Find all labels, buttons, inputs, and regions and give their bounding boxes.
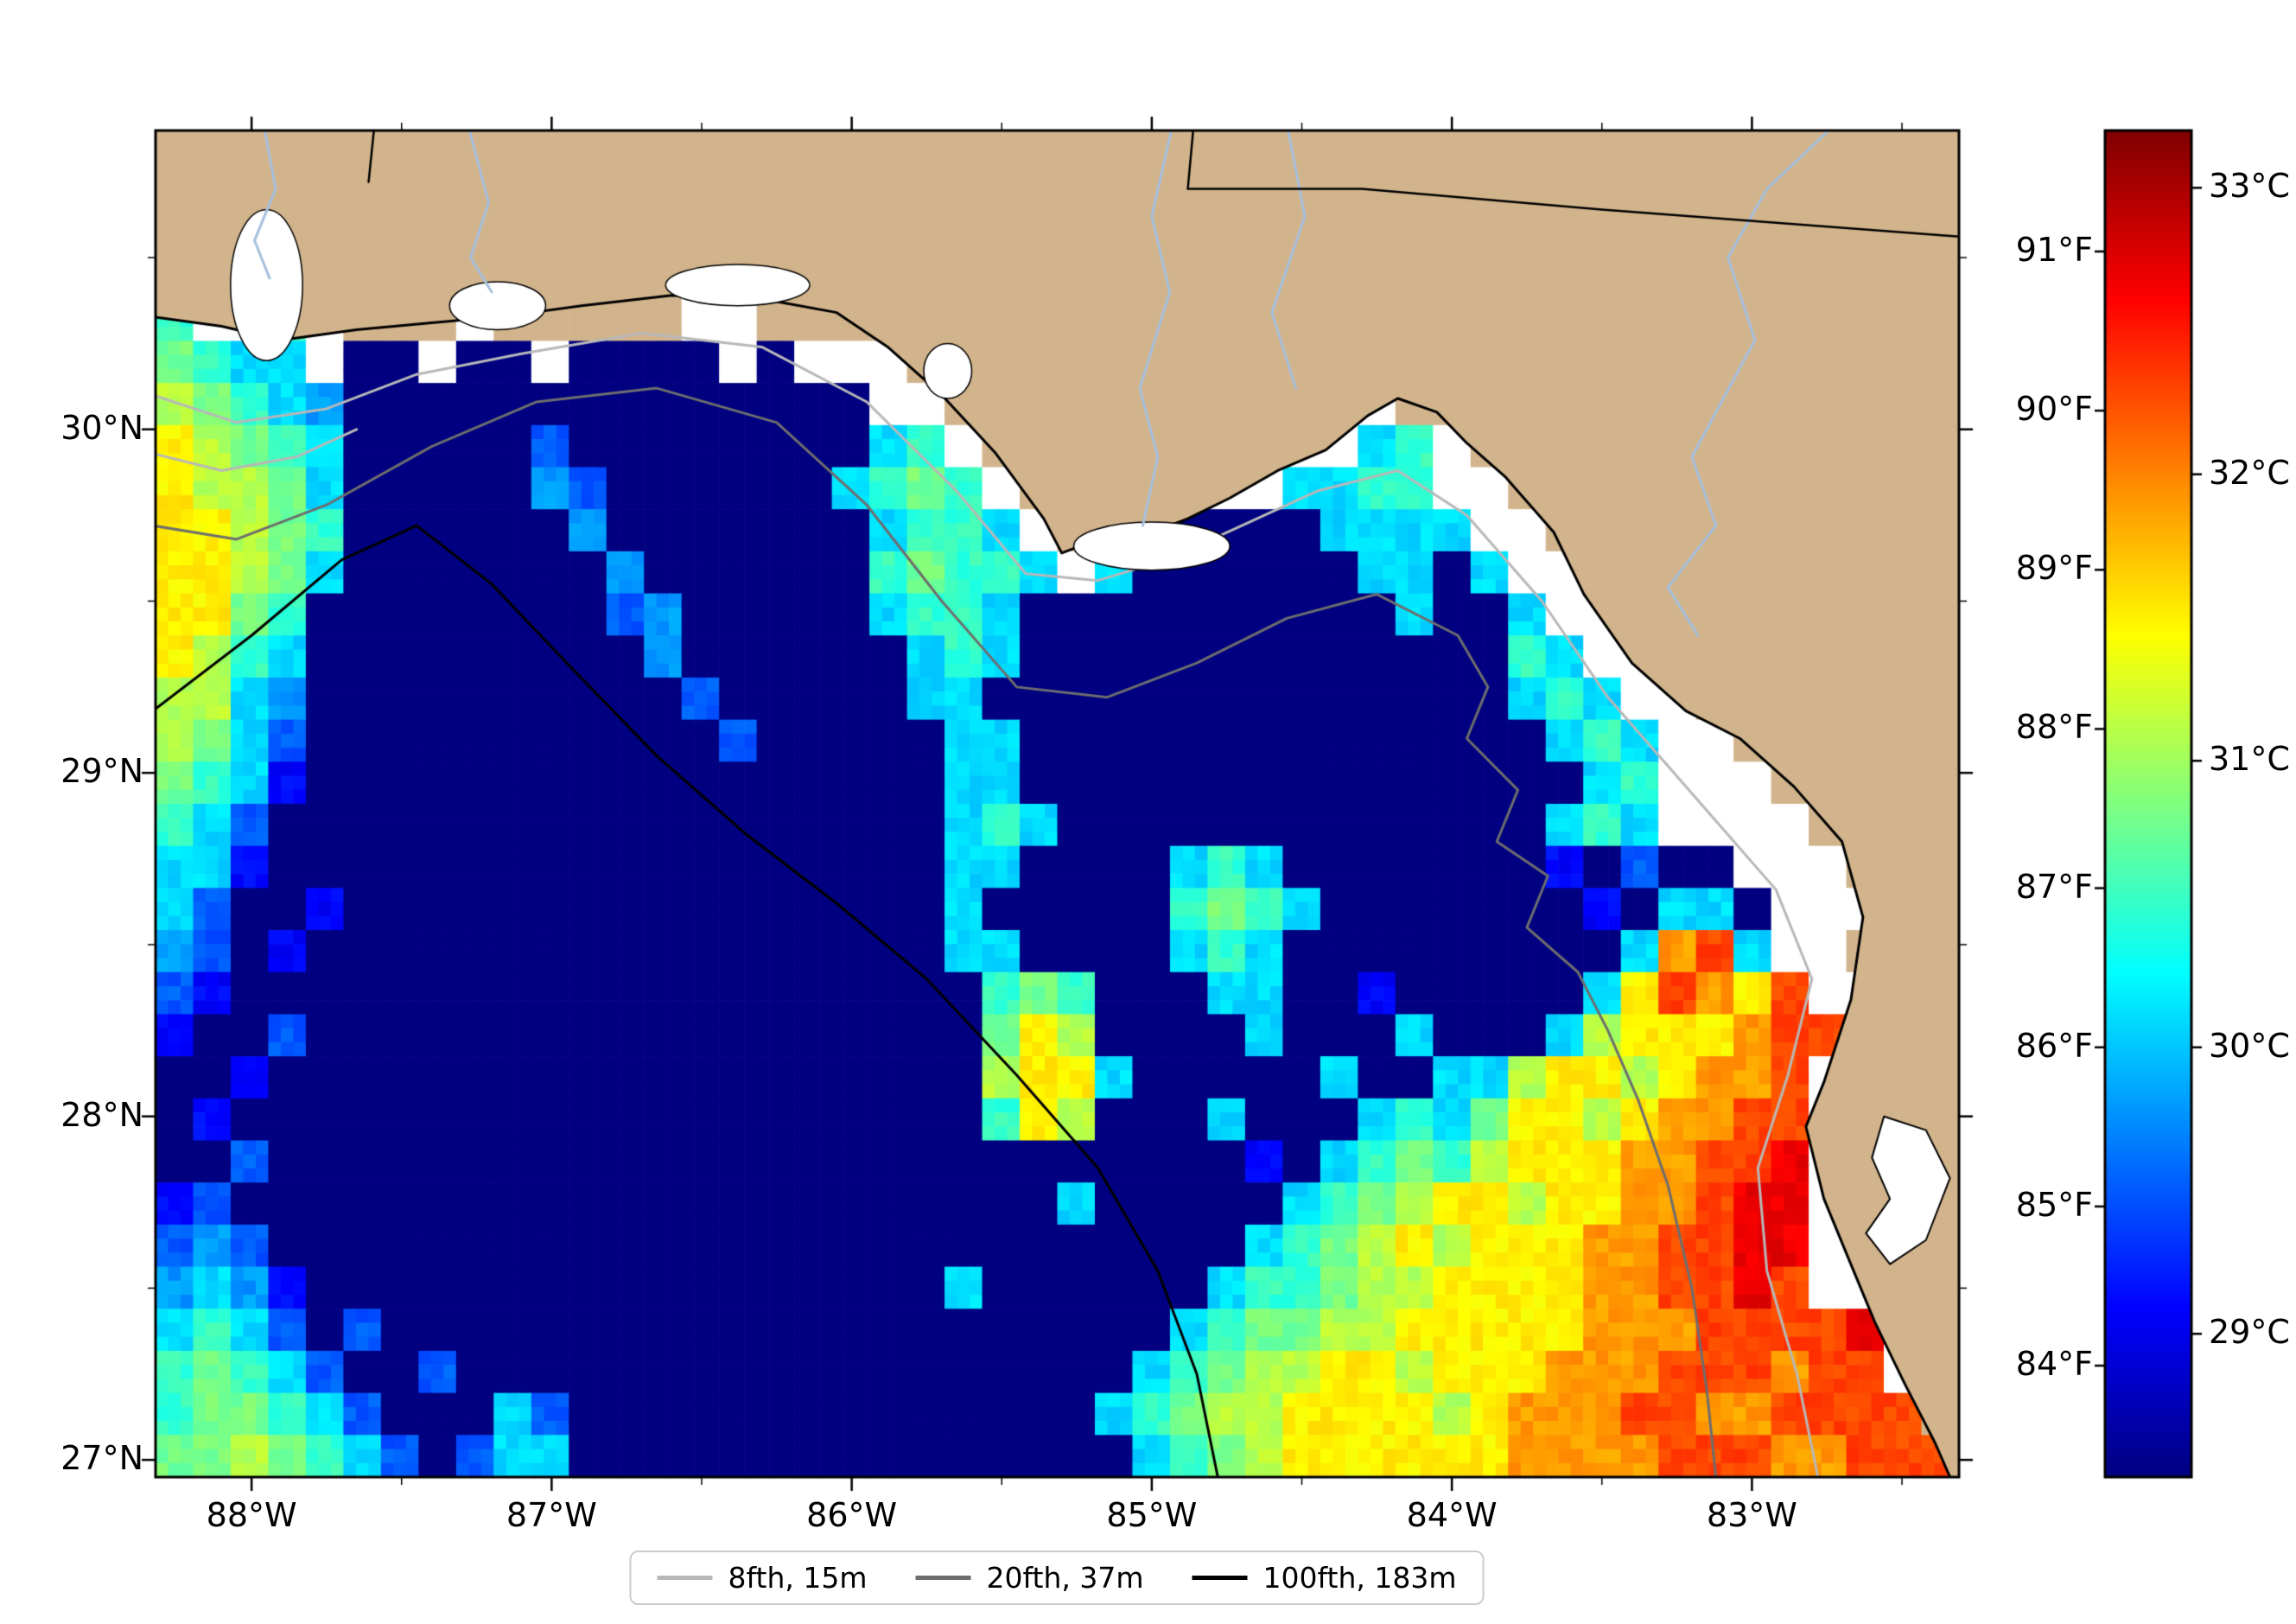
legend-label: 20fth, 37m [986,1561,1144,1595]
legend-item-8fth: 8fth, 15m [657,1561,868,1595]
legend-item-20fth: 20fth, 37m [915,1561,1144,1595]
legend-label: 8fth, 15m [728,1561,868,1595]
depth-contour-legend: 8fth, 15m 20fth, 37m 100fth, 183m [629,1551,1485,1605]
contour-line-swatch [1192,1576,1248,1580]
legend-label: 100fth, 183m [1262,1561,1457,1595]
contour-line-swatch [915,1576,971,1580]
contour-line-swatch [657,1576,713,1580]
legend-item-100fth: 100fth, 183m [1192,1561,1457,1595]
